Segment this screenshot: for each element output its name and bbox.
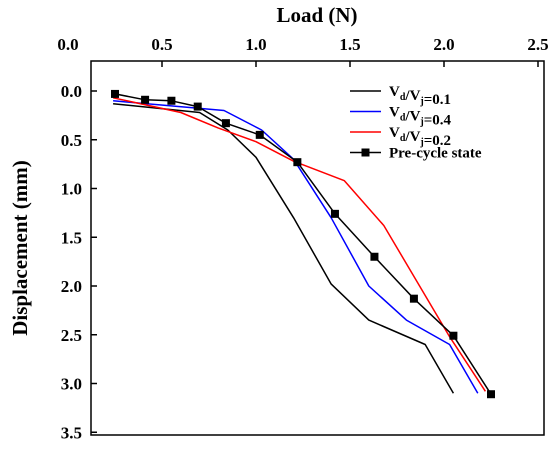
x-tick-label: 2.5 — [527, 35, 548, 54]
data-point-marker — [370, 252, 379, 261]
data-point-marker — [221, 119, 230, 128]
y-tick-label: 2.0 — [61, 277, 82, 296]
x-tick-label: 2.0 — [433, 35, 454, 54]
y-tick-label: 1.5 — [61, 228, 82, 247]
y-tick-label: 3.0 — [61, 375, 82, 394]
legend-label-2: Vd/Vj=0.2 — [389, 125, 451, 149]
data-point-marker — [487, 390, 495, 399]
data-point-marker — [111, 89, 119, 98]
data-point-marker — [193, 102, 202, 111]
data-point-marker — [255, 130, 264, 139]
x-axis-ticks: 0.0 0.5 1.0 1.5 2.0 2.5 — [57, 35, 549, 67]
x-tick-label: 0.0 — [57, 35, 78, 54]
y-axis-ticks: 0.0 0.5 1.0 1.5 2.0 2.5 3.0 3.5 — [61, 82, 97, 442]
plot-frame — [90, 60, 545, 436]
data-point-marker — [409, 294, 418, 303]
legend-label-0: Vd/Vj=0.1 — [389, 84, 451, 108]
series-line-3 — [114, 93, 492, 395]
y-tick-label: 2.5 — [61, 326, 82, 345]
y-tick-label: 3.5 — [61, 423, 82, 442]
series-layer — [111, 89, 495, 399]
x-tick-label: 1.0 — [245, 35, 266, 54]
x-axis-title: Load (N) — [276, 3, 357, 27]
data-point-marker — [330, 209, 339, 218]
data-point-marker — [167, 96, 176, 105]
y-tick-label: 0.5 — [61, 131, 82, 150]
x-tick-label: 0.5 — [151, 35, 172, 54]
x-tick-label: 1.5 — [339, 35, 360, 54]
legend-marker — [361, 148, 370, 157]
legend-label-1: Vd/Vj=0.4 — [389, 105, 452, 129]
y-tick-label: 0.0 — [61, 82, 82, 101]
legend-label-3: Pre-cycle state — [389, 146, 482, 162]
data-point-marker — [449, 331, 458, 340]
data-point-marker — [141, 95, 150, 104]
y-tick-label: 1.0 — [61, 180, 82, 199]
data-point-marker — [293, 158, 302, 167]
y-axis-title: Displacement (mm) — [8, 160, 32, 336]
series-line-0 — [113, 102, 455, 394]
